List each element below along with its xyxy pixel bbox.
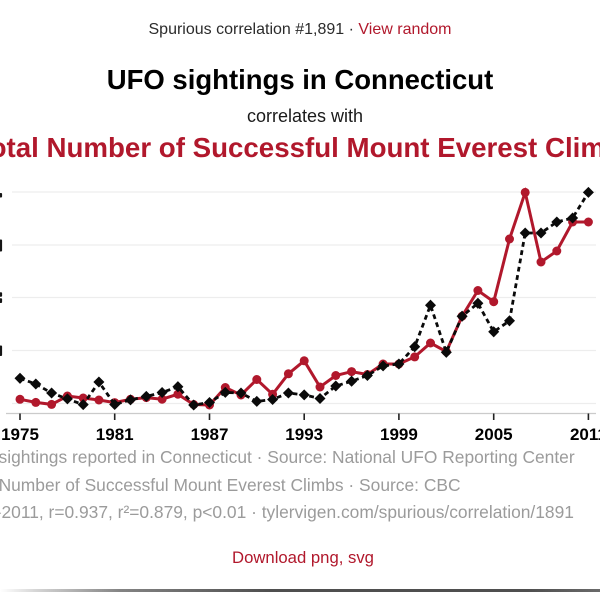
- svg-text:1993: 1993: [285, 425, 323, 444]
- svg-text:1981: 1981: [96, 425, 134, 444]
- svg-text:1975: 1975: [1, 425, 39, 444]
- svg-text:2011: 2011: [570, 425, 600, 444]
- svg-text:1987: 1987: [191, 425, 229, 444]
- svg-text:2005: 2005: [475, 425, 513, 444]
- svg-text:1999: 1999: [380, 425, 418, 444]
